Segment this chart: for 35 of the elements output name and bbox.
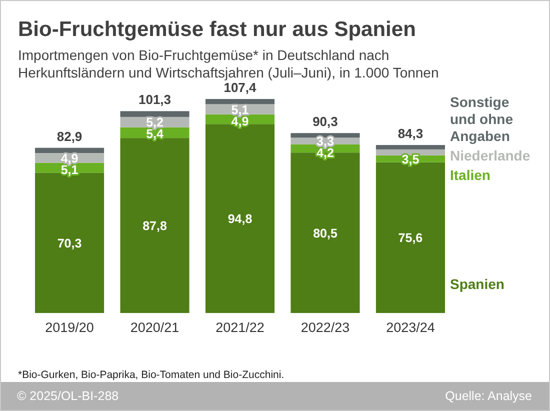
total-label: 107,4 xyxy=(224,80,258,95)
text: *Bio-Gurken, Bio-Paprika, Bio-Tomaten und Bio-Zucchini. xyxy=(18,369,284,381)
x-tick-label: 2022/23 xyxy=(300,320,350,335)
chart-title: Bio-Fruchtgemüse fast nur aus Spanien xyxy=(18,18,416,41)
text: © 2025/OL-BI-288 xyxy=(17,389,119,403)
data-label: 4,9 xyxy=(60,151,78,166)
data-label: 80,5 xyxy=(313,226,338,240)
data-label: 75,6 xyxy=(398,231,423,246)
data-label: 5,1 xyxy=(231,102,249,117)
data-label: 5,4 xyxy=(146,127,164,142)
data-label: 70,3 xyxy=(57,236,82,250)
data-label: 94,8 xyxy=(228,212,252,226)
bar xyxy=(35,148,104,153)
data-label: 87,8 xyxy=(142,219,167,234)
source-note: Quelle: Analyse xyxy=(445,389,532,403)
total-label: 82,9 xyxy=(56,128,82,144)
bar xyxy=(376,149,445,156)
x-tick-label: 2023/24 xyxy=(386,320,436,335)
bar xyxy=(205,99,275,104)
bar xyxy=(120,138,190,313)
x-tick-label: 2021/22 xyxy=(216,320,264,335)
x-tick-label: 2020/21 xyxy=(130,320,180,335)
data-label: 3,5 xyxy=(402,152,420,166)
bar xyxy=(120,111,190,117)
series-label: Italien xyxy=(450,167,490,183)
series-label: Sonstige und ohne Angaben xyxy=(450,94,514,144)
total-label: 90,3 xyxy=(312,114,338,130)
series-label: Spanien xyxy=(450,276,504,292)
chart-subtitle: Importmengen von Bio-Fruchtgemüse* in Deutschland nach Herkunftsländern und Wirtschaftsjahren (Juli–Juni), in 1.000 Tonnen xyxy=(18,47,439,80)
data-label: 5,2 xyxy=(146,116,164,130)
total-label: 101,3 xyxy=(138,92,172,108)
total-label: 84,3 xyxy=(398,126,424,142)
bar xyxy=(376,145,445,150)
x-tick-label: 2019/20 xyxy=(45,320,94,335)
series-label: Niederlande xyxy=(450,148,530,164)
